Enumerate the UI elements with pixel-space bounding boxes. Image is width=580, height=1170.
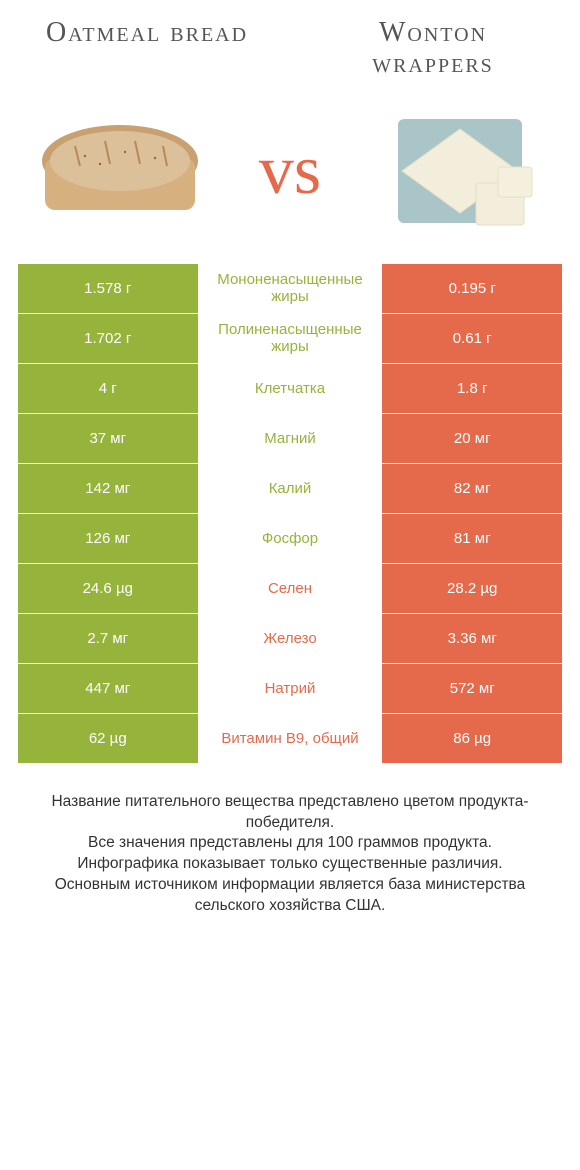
nutrient-label-cell: Натрий: [198, 664, 383, 713]
table-row: 4 гКлетчатка1.8 г: [18, 364, 562, 414]
right-value-cell: 20 мг: [382, 414, 562, 463]
right-value-cell: 1.8 г: [382, 364, 562, 413]
left-value-cell: 126 мг: [18, 514, 198, 563]
left-food-image: [30, 96, 210, 246]
table-row: 142 мгКалий82 мг: [18, 464, 562, 514]
left-value-cell: 142 мг: [18, 464, 198, 513]
left-value-cell: 2.7 мг: [18, 614, 198, 663]
footer-line: Инфографика показывает только существенн…: [22, 854, 558, 875]
vs-label: vs: [259, 131, 321, 211]
left-value-cell: 4 г: [18, 364, 198, 413]
left-value-cell: 1.702 г: [18, 314, 198, 363]
images-row: vs: [0, 86, 580, 264]
right-value-cell: 81 мг: [382, 514, 562, 563]
right-value-cell: 572 мг: [382, 664, 562, 713]
footer-line: Все значения представлены для 100 граммо…: [22, 833, 558, 854]
nutrient-label-cell: Фосфор: [198, 514, 383, 563]
left-value-cell: 37 мг: [18, 414, 198, 463]
right-value-cell: 28.2 µg: [382, 564, 562, 613]
nutrient-label-cell: Магний: [198, 414, 383, 463]
nutrient-label-cell: Витамин B9, общий: [198, 714, 383, 763]
nutrient-label-cell: Селен: [198, 564, 383, 613]
table-row: 1.702 гПолиненасыщенные жиры0.61 г: [18, 314, 562, 364]
table-row: 2.7 мгЖелезо3.36 мг: [18, 614, 562, 664]
footer-line: Основным источником информации является …: [22, 875, 558, 917]
table-row: 62 µgВитамин B9, общий86 µg: [18, 714, 562, 764]
left-product-title: Oatmeal bread: [30, 18, 264, 80]
header: Oatmeal bread Wonton wrappers: [0, 0, 580, 86]
right-value-cell: 3.36 мг: [382, 614, 562, 663]
table-row: 447 мгНатрий572 мг: [18, 664, 562, 714]
wonton-icon: [380, 101, 540, 241]
bread-icon: [35, 116, 205, 226]
footer-line: Название питательного вещества представл…: [22, 792, 558, 834]
right-value-cell: 0.61 г: [382, 314, 562, 363]
table-row: 1.578 гМононенасыщенные жиры0.195 г: [18, 264, 562, 314]
left-value-cell: 447 мг: [18, 664, 198, 713]
nutrient-label-cell: Клетчатка: [198, 364, 383, 413]
right-value-cell: 0.195 г: [382, 264, 562, 313]
left-value-cell: 62 µg: [18, 714, 198, 763]
nutrient-label-cell: Полиненасыщенные жиры: [198, 314, 383, 363]
right-value-cell: 86 µg: [382, 714, 562, 763]
footer-notes: Название питательного вещества представл…: [0, 764, 580, 918]
comparison-table: 1.578 гМононенасыщенные жиры0.195 г1.702…: [0, 264, 580, 764]
table-row: 37 мгМагний20 мг: [18, 414, 562, 464]
left-value-cell: 1.578 г: [18, 264, 198, 313]
right-product-title: Wonton wrappers: [316, 18, 550, 80]
nutrient-label-cell: Мононенасыщенные жиры: [198, 264, 383, 313]
table-row: 126 мгФосфор81 мг: [18, 514, 562, 564]
right-food-image: [370, 96, 550, 246]
table-row: 24.6 µgСелен28.2 µg: [18, 564, 562, 614]
right-value-cell: 82 мг: [382, 464, 562, 513]
nutrient-label-cell: Калий: [198, 464, 383, 513]
left-value-cell: 24.6 µg: [18, 564, 198, 613]
nutrient-label-cell: Железо: [198, 614, 383, 663]
